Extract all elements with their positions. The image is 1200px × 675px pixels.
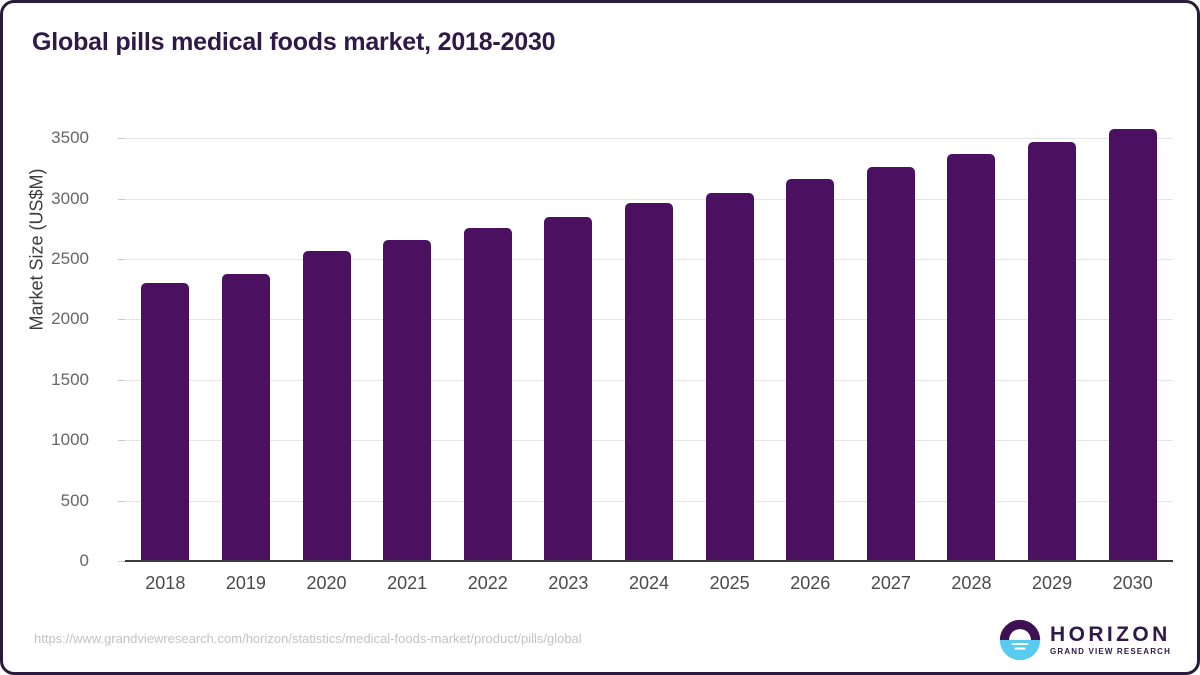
y-axis-tick-mark xyxy=(118,198,125,200)
x-axis-line xyxy=(125,560,1173,562)
source-url: https://www.grandviewresearch.com/horizo… xyxy=(34,631,582,646)
bar-2025[interactable] xyxy=(705,192,754,561)
x-axis-tick-label: 2027 xyxy=(870,573,911,593)
bar-2028[interactable] xyxy=(947,153,996,561)
y-axis-tick-label: 1000 xyxy=(51,430,89,450)
bar-2020[interactable] xyxy=(302,250,351,561)
x-axis-tick-label: 2023 xyxy=(548,573,589,593)
x-axis-tick-label: 2026 xyxy=(790,573,831,593)
x-axis-tick-label: 2018 xyxy=(145,573,186,593)
logo-wordmark: HORIZON xyxy=(1050,623,1171,646)
y-axis-tick-label: 0 xyxy=(79,551,89,570)
x-axis-tick-label: 2021 xyxy=(387,573,428,593)
x-axis-tick-label: 2022 xyxy=(467,573,508,593)
x-axis-tick-label: 2020 xyxy=(306,573,347,593)
bar-2029[interactable] xyxy=(1028,141,1077,561)
bar-2027[interactable] xyxy=(866,167,915,561)
bar-2023[interactable] xyxy=(544,216,593,561)
y-axis-label: Market Size (US$M) xyxy=(26,168,47,331)
y-axis-tick-label: 1500 xyxy=(51,369,89,389)
x-axis-tick-label: 2028 xyxy=(951,573,992,593)
bar-2022[interactable] xyxy=(463,227,512,561)
page-title: Global pills medical foods market, 2018-… xyxy=(32,28,556,56)
y-axis-tick-mark xyxy=(118,319,125,321)
horizon-logo-icon xyxy=(999,619,1041,661)
y-axis-tick-mark xyxy=(118,259,125,260)
y-axis-tick-label: 2500 xyxy=(51,249,89,268)
y-axis-tick-mark xyxy=(118,561,125,562)
y-axis-tick-mark xyxy=(118,138,125,140)
bar-2021[interactable] xyxy=(383,239,432,561)
bar-2018[interactable] xyxy=(141,283,190,561)
x-axis-tick-label: 2025 xyxy=(709,573,750,593)
gridline xyxy=(125,138,1173,140)
x-axis-tick-label: 2019 xyxy=(225,573,266,593)
x-axis-tick-label: 2024 xyxy=(628,573,670,593)
plot-area xyxy=(125,108,1173,561)
bar-2026[interactable] xyxy=(786,179,835,561)
y-axis-tick-mark xyxy=(118,379,125,381)
y-axis-tick-label: 3500 xyxy=(51,128,89,148)
horizon-logo-text: HORIZON GRAND VIEW RESEARCH xyxy=(1050,624,1171,656)
bar-2024[interactable] xyxy=(625,203,673,561)
y-axis-tick-mark xyxy=(118,500,125,502)
logo-subtitle: GRAND VIEW RESEARCH xyxy=(1050,647,1171,656)
gridline xyxy=(125,198,1173,200)
x-axis-tick-label: 2029 xyxy=(1032,573,1073,593)
y-axis-tick-label: 500 xyxy=(60,490,89,510)
bar-2019[interactable] xyxy=(221,273,270,561)
horizon-logo: HORIZON GRAND VIEW RESEARCH xyxy=(999,619,1171,661)
bar-2030[interactable] xyxy=(1108,128,1157,561)
y-axis-tick-label: 2000 xyxy=(51,309,89,329)
x-axis-tick-label: 2030 xyxy=(1112,573,1153,593)
y-axis-tick-mark xyxy=(118,440,125,442)
y-axis-tick-label: 3000 xyxy=(51,188,89,208)
